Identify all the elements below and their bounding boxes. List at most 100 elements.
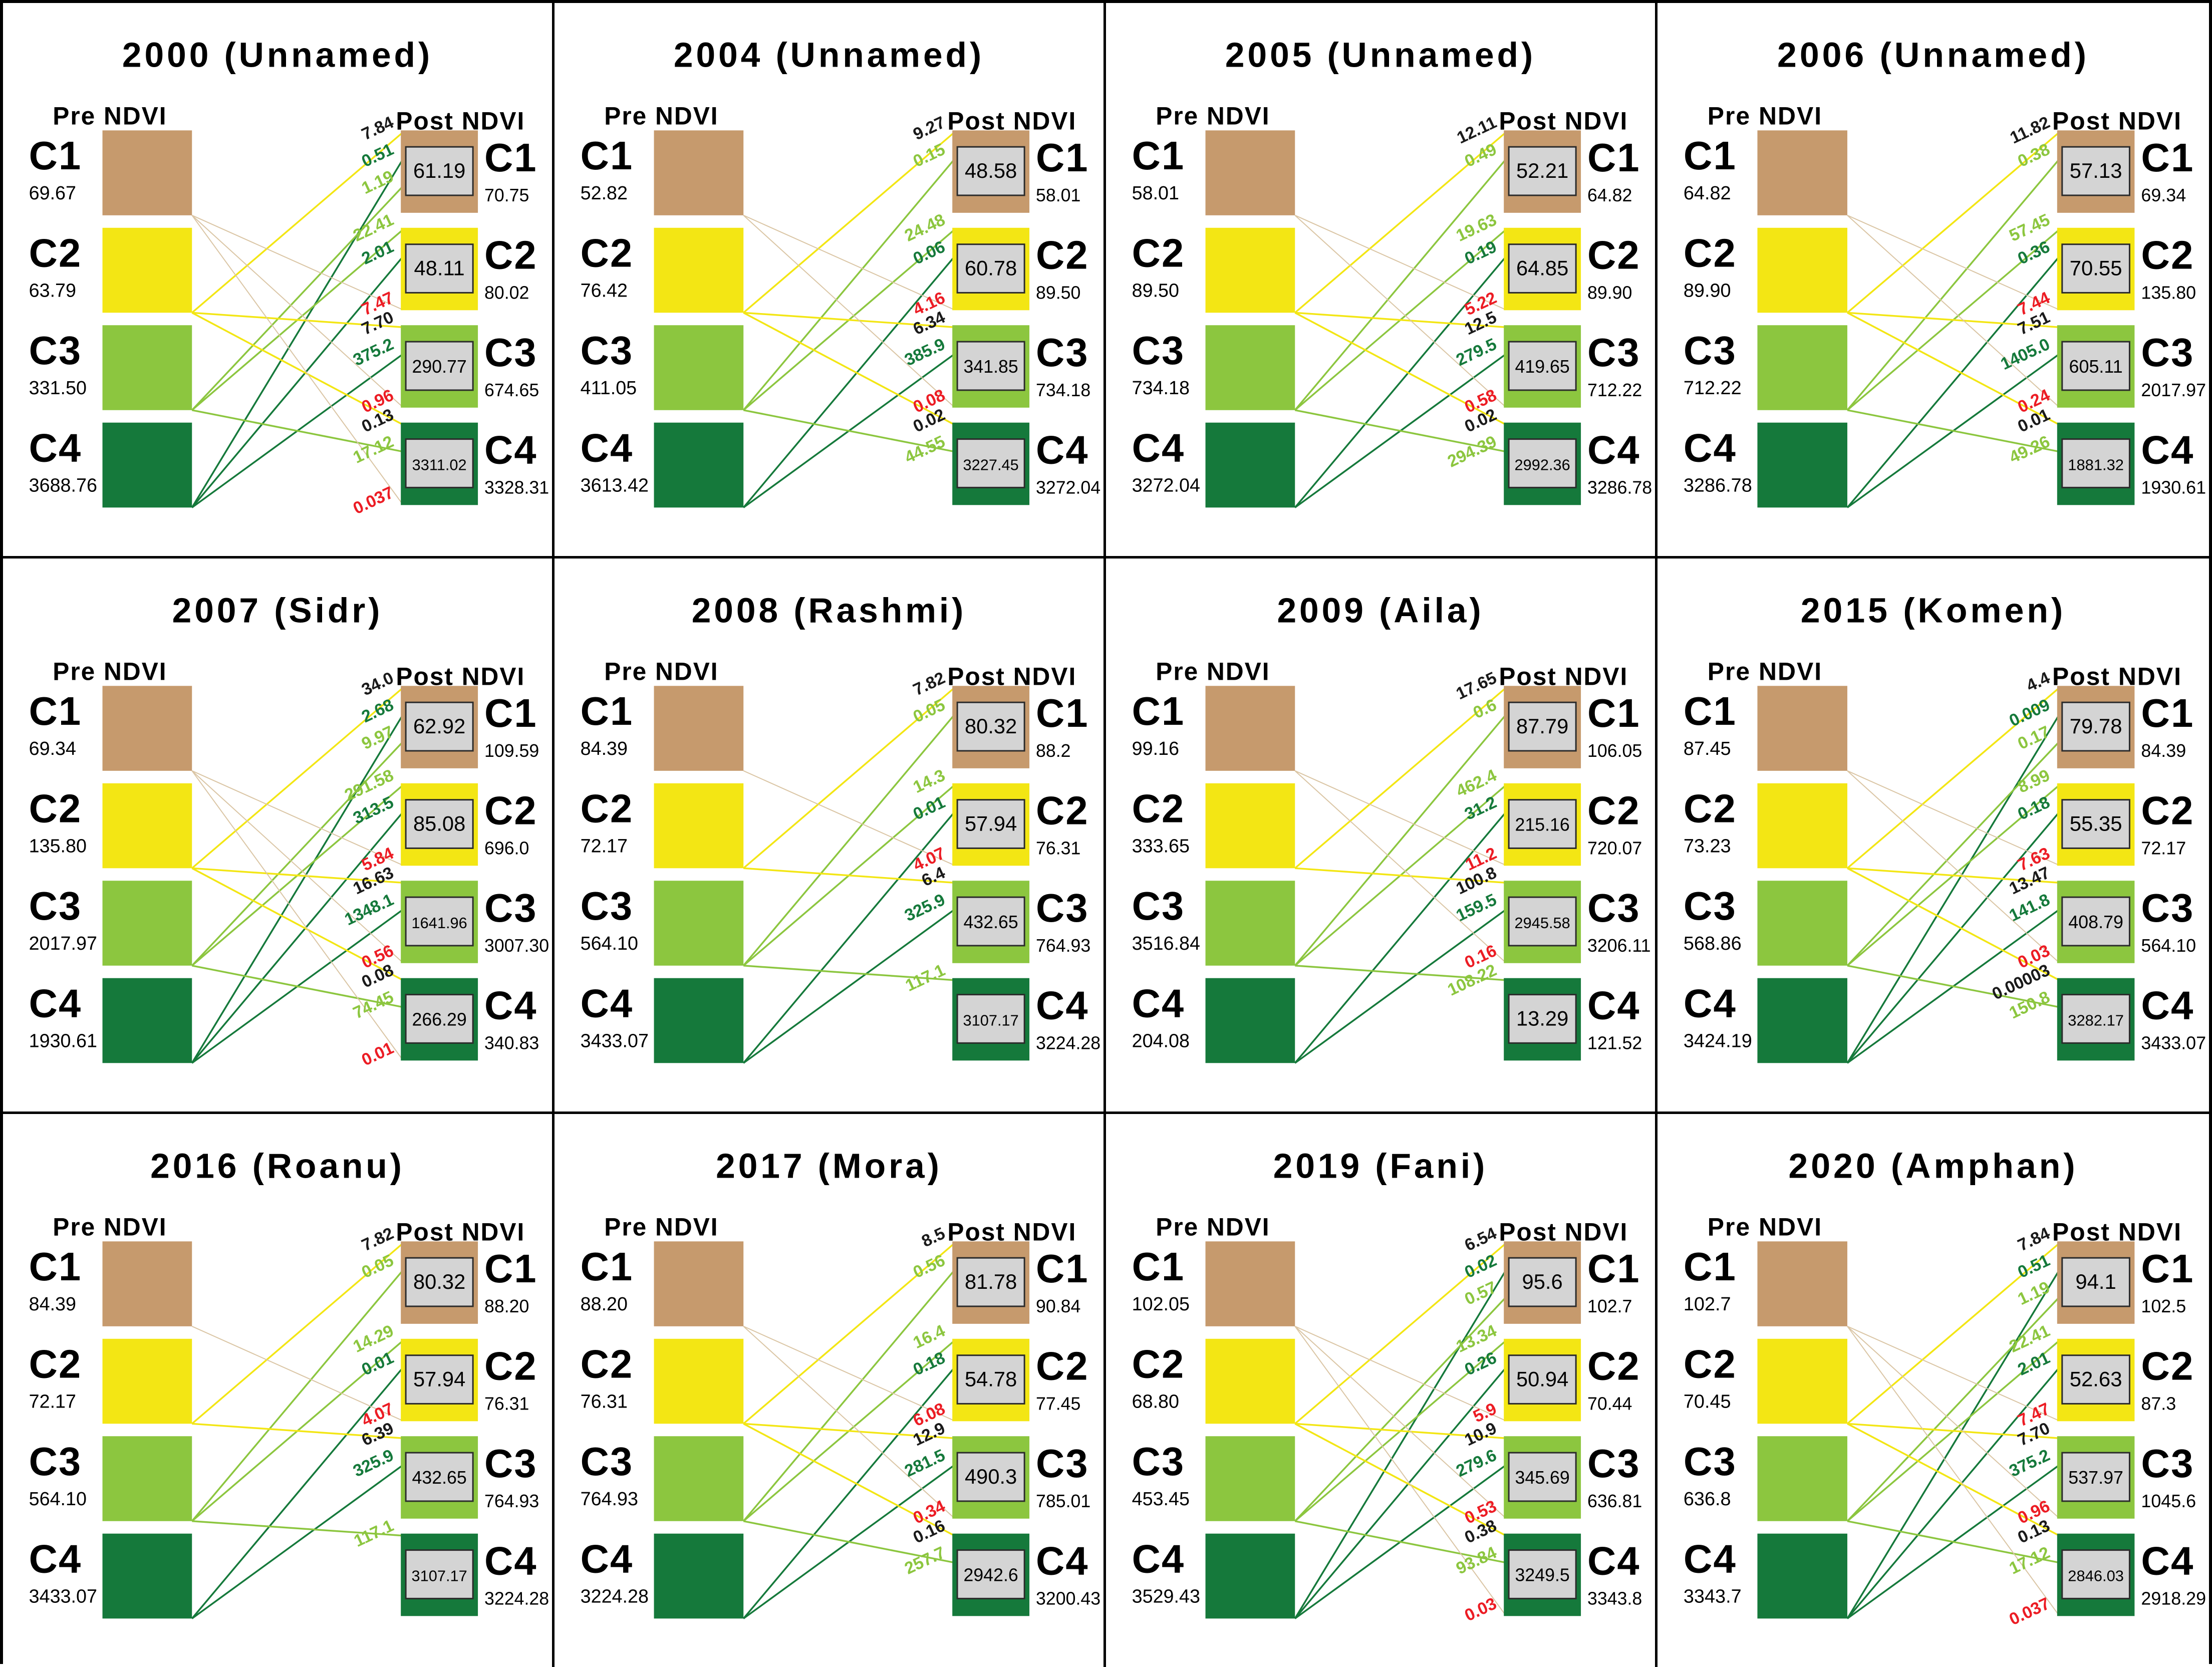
- pre-class-label-C2: C2: [29, 230, 82, 275]
- post-class-label-C3: C3: [2141, 1441, 2194, 1486]
- post-class-label-C1: C1: [1036, 691, 1088, 735]
- post-value-C1: 64.82: [1587, 185, 1632, 205]
- pre-class-label-C2: C2: [1132, 1341, 1185, 1386]
- pre-value-C1: 64.82: [1684, 183, 1731, 204]
- flow-line-C2-to-C3: [1847, 1423, 2059, 1439]
- panel-title: 2015 (Komen): [1801, 591, 2066, 630]
- pre-class-label-C1: C1: [581, 689, 633, 733]
- pre-class-label-C4: C4: [581, 1536, 633, 1581]
- pre-square-C4: [1757, 422, 1847, 508]
- flow-value-C2-to-C1: 7.82: [910, 668, 948, 699]
- flow-line-C3-to-C4: [1847, 409, 2060, 453]
- unchanged-box-C3: [405, 341, 474, 391]
- flow-line-C1-to-C4: [191, 215, 403, 505]
- flow-line-C4-to-C2: [742, 811, 955, 1064]
- pre-class-label-C1: C1: [29, 689, 82, 733]
- pre-value-C2: 333.65: [1132, 836, 1190, 857]
- unchanged-value-C2: 85.08: [413, 811, 465, 835]
- unchanged-box-C2: [956, 799, 1025, 849]
- post-class-label-C3: C3: [484, 1441, 537, 1486]
- flow-line-C2-to-C1: [191, 131, 404, 314]
- post-class-label-C3: C3: [484, 886, 537, 930]
- post-value-C3: 1045.6: [2141, 1491, 2196, 1511]
- unchanged-box-C4: [2061, 994, 2130, 1044]
- flow-line-C2-to-C1: [191, 687, 404, 869]
- flow-value-C3-to-C1: 1.19: [2015, 1278, 2053, 1309]
- pre-value-C4: 1930.61: [29, 1030, 97, 1051]
- flow-line-C2-to-C3: [743, 867, 955, 884]
- pre-ndvi-header: Pre NDVI: [53, 102, 167, 130]
- post-class-label-C1: C1: [2141, 691, 2194, 735]
- flow-line-C2-to-C3: [1295, 1423, 1506, 1439]
- panel-2004: 2004 (Unnamed) Pre NDVI Post NDVI C1 52.82 C2…: [555, 3, 1106, 559]
- unchanged-value-C4: 3107.17: [412, 1567, 467, 1584]
- pre-square-C4: [654, 978, 744, 1063]
- unchanged-box-C1: [956, 1257, 1025, 1307]
- post-class-label-C2: C2: [2141, 1344, 2194, 1388]
- unchanged-box-C3: [956, 896, 1025, 947]
- post-class-label-C1: C1: [2141, 1246, 2194, 1291]
- unchanged-box-C2: [2061, 1354, 2130, 1405]
- post-class-label-C4: C4: [2141, 1538, 2194, 1583]
- pre-square-C2: [654, 1338, 744, 1424]
- flow-line-C2-to-C4: [1847, 1423, 2060, 1537]
- unchanged-value-C1: 62.92: [413, 714, 465, 738]
- flow-line-C4-to-C3: [1294, 909, 1507, 1064]
- unchanged-value-C3: 432.65: [963, 912, 1018, 932]
- panel-title: 2005 (Unnamed): [1225, 36, 1536, 75]
- pre-value-C4: 3688.76: [29, 475, 97, 496]
- unchanged-box-C2: [1508, 799, 1577, 849]
- post-class-label-C4: C4: [484, 427, 537, 472]
- flow-value-C2-to-C1: 34.0: [359, 668, 397, 699]
- post-value-C2: 696.0: [484, 838, 529, 858]
- pre-square-C4: [102, 422, 192, 508]
- flow-value-C3-to-C1: 1.19: [359, 167, 397, 198]
- transition-diagram-2004: 2004 (Unnamed)Pre NDVI Post NDVIC152.82C2…: [581, 36, 1100, 508]
- flow-value-C2-to-C1: 7.82: [359, 1224, 397, 1255]
- pre-square-C4: [1205, 1533, 1295, 1619]
- pre-class-label-C4: C4: [1684, 981, 1737, 1025]
- pre-square-C1: [1205, 1241, 1295, 1326]
- pre-square-C4: [654, 1533, 744, 1619]
- pre-square-C2: [1205, 1338, 1295, 1424]
- post-value-C3: 3007.30: [484, 936, 549, 956]
- post-class-label-C4: C4: [1036, 427, 1088, 472]
- unchanged-box-C2: [405, 243, 474, 294]
- pre-square-C1: [1205, 130, 1295, 215]
- pre-square-C1: [102, 130, 192, 215]
- pre-value-C1: 102.05: [1132, 1294, 1190, 1315]
- pre-value-C4: 3224.28: [581, 1586, 649, 1607]
- post-class-label-C4: C4: [1587, 1538, 1640, 1583]
- post-value-C2: 80.02: [484, 283, 529, 303]
- pre-class-label-C1: C1: [1132, 689, 1185, 733]
- post-value-C2: 77.45: [1036, 1394, 1080, 1414]
- pre-value-C1: 87.45: [1684, 738, 1731, 759]
- flow-value-C3-to-C2: 14.3: [910, 766, 948, 797]
- flow-line-C3-to-C1: [1294, 714, 1507, 966]
- post-class-label-C2: C2: [2141, 233, 2194, 277]
- flow-line-C1-to-C2: [1294, 1325, 1506, 1422]
- pre-square-C2: [102, 1338, 192, 1424]
- flow-line-C1-to-C2: [1847, 214, 2060, 311]
- flow-line-C4-to-C2: [742, 1367, 955, 1619]
- flow-value-C3-to-C2: 16.4: [910, 1321, 948, 1352]
- post-value-C4: 3224.28: [1036, 1033, 1100, 1053]
- flow-line-C3-to-C1: [191, 185, 404, 411]
- pre-value-C1: 102.7: [1684, 1294, 1731, 1315]
- post-class-label-C4: C4: [484, 983, 537, 1027]
- unchanged-value-C3: 2945.58: [1515, 914, 1570, 932]
- flow-value-C2-to-C1: 7.84: [359, 113, 397, 144]
- unchanged-value-C1: 87.79: [1516, 714, 1568, 738]
- post-class-label-C1: C1: [2141, 135, 2194, 180]
- post-class-label-C3: C3: [1587, 1441, 1640, 1486]
- post-class-label-C3: C3: [1587, 330, 1640, 375]
- unchanged-box-C4: [405, 1549, 474, 1599]
- flow-line-C2-to-C3: [192, 867, 403, 884]
- post-value-C4: 2918.29: [2141, 1588, 2206, 1608]
- flow-value-C3-to-C4: 74.45: [350, 987, 397, 1022]
- flow-line-C3-to-C4: [192, 1520, 403, 1537]
- post-class-label-C4: C4: [484, 1538, 537, 1583]
- post-class-label-C2: C2: [1036, 1343, 1088, 1388]
- pre-ndvi-header: Pre NDVI: [604, 1213, 718, 1241]
- unchanged-value-C2: 54.78: [965, 1367, 1017, 1391]
